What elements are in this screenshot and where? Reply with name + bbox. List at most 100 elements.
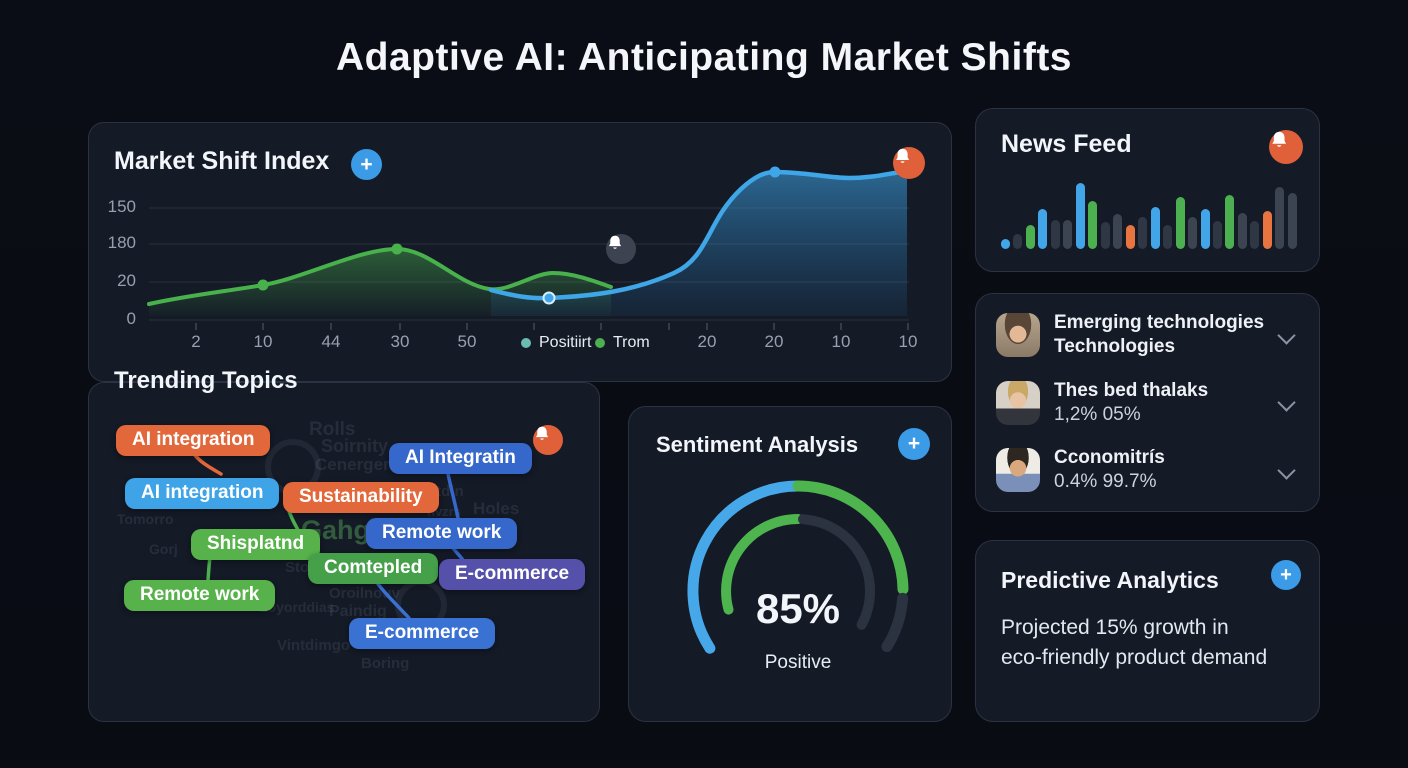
topic-tag[interactable]: Remote work bbox=[124, 580, 276, 611]
news-activity-bar bbox=[1038, 209, 1048, 249]
topic-tag[interactable]: AI integration bbox=[125, 478, 280, 509]
news-activity-bar bbox=[1262, 211, 1272, 249]
predictive-analytics-panel: Predictive Analytics + Projected 15% gro… bbox=[975, 540, 1320, 722]
legend-label: Positiirt bbox=[539, 334, 592, 351]
chevron-down-icon[interactable] bbox=[1277, 393, 1296, 412]
market-shift-index-panel: Market Shift Index + bbox=[88, 122, 952, 382]
news-activity-bar bbox=[1287, 193, 1297, 249]
green-data-point bbox=[391, 243, 403, 255]
news-activity-bar bbox=[1025, 225, 1035, 249]
add-predictive-button[interactable]: + bbox=[1271, 560, 1301, 590]
topic-tag[interactable]: AI Integratin bbox=[389, 443, 532, 474]
ghost-word: Soirnity bbox=[321, 436, 389, 456]
avatar bbox=[996, 448, 1040, 492]
plus-icon: + bbox=[360, 152, 373, 176]
plus-icon: + bbox=[907, 432, 921, 455]
news-item-title: Emerging technologies bbox=[1054, 312, 1265, 333]
legend-item-positiirt: Positiirt bbox=[521, 334, 591, 352]
news-activity-bar bbox=[1275, 187, 1285, 249]
add-sentiment-button[interactable]: + bbox=[898, 428, 930, 460]
y-tick-label: 150 bbox=[107, 197, 136, 216]
predictive-title: Predictive Analytics bbox=[1001, 567, 1219, 593]
topic-tag[interactable]: E-commerce bbox=[349, 618, 496, 649]
news-activity-bar bbox=[1100, 222, 1110, 249]
news-list-panel: Emerging technologies Technologies Thes … bbox=[975, 293, 1320, 512]
news-feed-bell-icon[interactable] bbox=[1269, 130, 1303, 164]
y-tick-label: 20 bbox=[117, 271, 136, 290]
x-tick-label: 10 bbox=[898, 332, 918, 351]
x-tick-label: 20 bbox=[697, 332, 717, 351]
ghost-word: Holes bbox=[473, 499, 520, 518]
news-activity-bar bbox=[1075, 183, 1085, 249]
topic-tag[interactable]: Remote work bbox=[366, 518, 518, 549]
chevron-down-icon[interactable] bbox=[1277, 460, 1296, 480]
x-tick-label: 2 bbox=[191, 332, 201, 351]
news-activity-bar bbox=[1163, 225, 1173, 249]
news-activity-bar bbox=[1013, 234, 1023, 249]
legend-dot bbox=[521, 338, 531, 348]
green-data-point bbox=[257, 279, 269, 291]
news-activity-bar bbox=[1237, 213, 1247, 249]
ghost-word: Tomorro bbox=[117, 511, 174, 527]
chart-alert-bell-icon[interactable] bbox=[606, 234, 636, 264]
chevron-down-icon[interactable] bbox=[1277, 325, 1296, 345]
x-tick-label: 44 bbox=[321, 332, 341, 351]
news-item-title: Cconomitrís bbox=[1054, 447, 1165, 468]
chart-notification-bell-icon[interactable] bbox=[893, 147, 925, 179]
predictive-line1: Projected 15% growth in bbox=[1001, 616, 1229, 639]
news-item-subtitle: Technologies bbox=[1054, 336, 1176, 357]
news-item-title: Thes bed thalaks bbox=[1054, 379, 1209, 401]
blue-data-point bbox=[542, 291, 556, 305]
ghost-word: Rolls bbox=[309, 419, 356, 440]
x-tick-label: 10 bbox=[831, 332, 851, 351]
plus-icon: + bbox=[1280, 563, 1292, 586]
news-activity-bar bbox=[1150, 207, 1160, 249]
page-title: Adaptive AI: Anticipating Market Shifts bbox=[335, 36, 1072, 79]
legend-label: Trom bbox=[613, 334, 650, 351]
sentiment-value: 85% bbox=[755, 585, 841, 632]
ghost-word: Boring bbox=[361, 655, 410, 672]
topic-tag[interactable]: Shisplatnd bbox=[191, 529, 321, 560]
x-tick-label: 10 bbox=[253, 332, 273, 351]
news-item[interactable]: Cconomitrís 0.4% 99.7% bbox=[996, 446, 1299, 494]
y-tick-label: 180 bbox=[107, 233, 136, 252]
avatar bbox=[996, 313, 1040, 357]
news-activity-bar bbox=[1250, 221, 1260, 249]
news-activity-bar bbox=[1225, 195, 1235, 249]
blue-series-area bbox=[491, 171, 907, 316]
trending-notification-bell-icon[interactable] bbox=[533, 425, 563, 455]
news-activity-bar bbox=[1088, 201, 1098, 249]
news-activity-bar bbox=[1125, 225, 1135, 249]
news-activity-bar bbox=[1175, 197, 1185, 249]
topic-tag[interactable]: Comtepled bbox=[308, 553, 439, 584]
topic-tag[interactable]: Sustainability bbox=[283, 482, 439, 513]
news-feed-panel: News Feed bbox=[975, 108, 1320, 272]
topic-tag[interactable]: AI integration bbox=[116, 425, 271, 456]
ghost-word: Loyorddias bbox=[259, 599, 335, 615]
chart-title: Market Shift Index bbox=[114, 147, 330, 175]
predictive-insight-text: Projected 15% growth in eco-friendly pro… bbox=[1001, 613, 1267, 673]
news-item[interactable]: Emerging technologies Technologies bbox=[996, 311, 1299, 359]
topic-tag[interactable]: E-commerce bbox=[439, 559, 586, 590]
sentiment-title: Sentiment Analysis bbox=[656, 432, 859, 457]
news-item[interactable]: Thes bed thalaks 1,2% 05% bbox=[996, 379, 1299, 427]
news-activity-bar bbox=[1063, 220, 1073, 249]
news-activity-bar bbox=[1138, 217, 1148, 249]
green-series-line bbox=[147, 246, 613, 306]
ghost-word: Gorj bbox=[149, 541, 178, 557]
news-activity-bar bbox=[1113, 214, 1123, 249]
sentiment-label: Positive bbox=[764, 652, 832, 673]
legend-item-trom: Trom bbox=[595, 334, 650, 352]
x-tick-label: 30 bbox=[390, 332, 410, 351]
predictive-line2: eco-friendly product demand bbox=[1001, 646, 1268, 669]
news-activity-bar bbox=[1001, 239, 1010, 249]
news-activity-bar bbox=[1188, 217, 1198, 249]
add-chart-button[interactable]: + bbox=[351, 149, 382, 180]
sentiment-gauge bbox=[687, 480, 909, 654]
ghost-word: Paindig bbox=[329, 603, 387, 620]
avatar bbox=[996, 380, 1040, 425]
news-item-subtitle: 1,2% 05% bbox=[1054, 403, 1141, 425]
market-shift-line-chart bbox=[147, 166, 910, 330]
news-activity-bar bbox=[1200, 209, 1210, 249]
